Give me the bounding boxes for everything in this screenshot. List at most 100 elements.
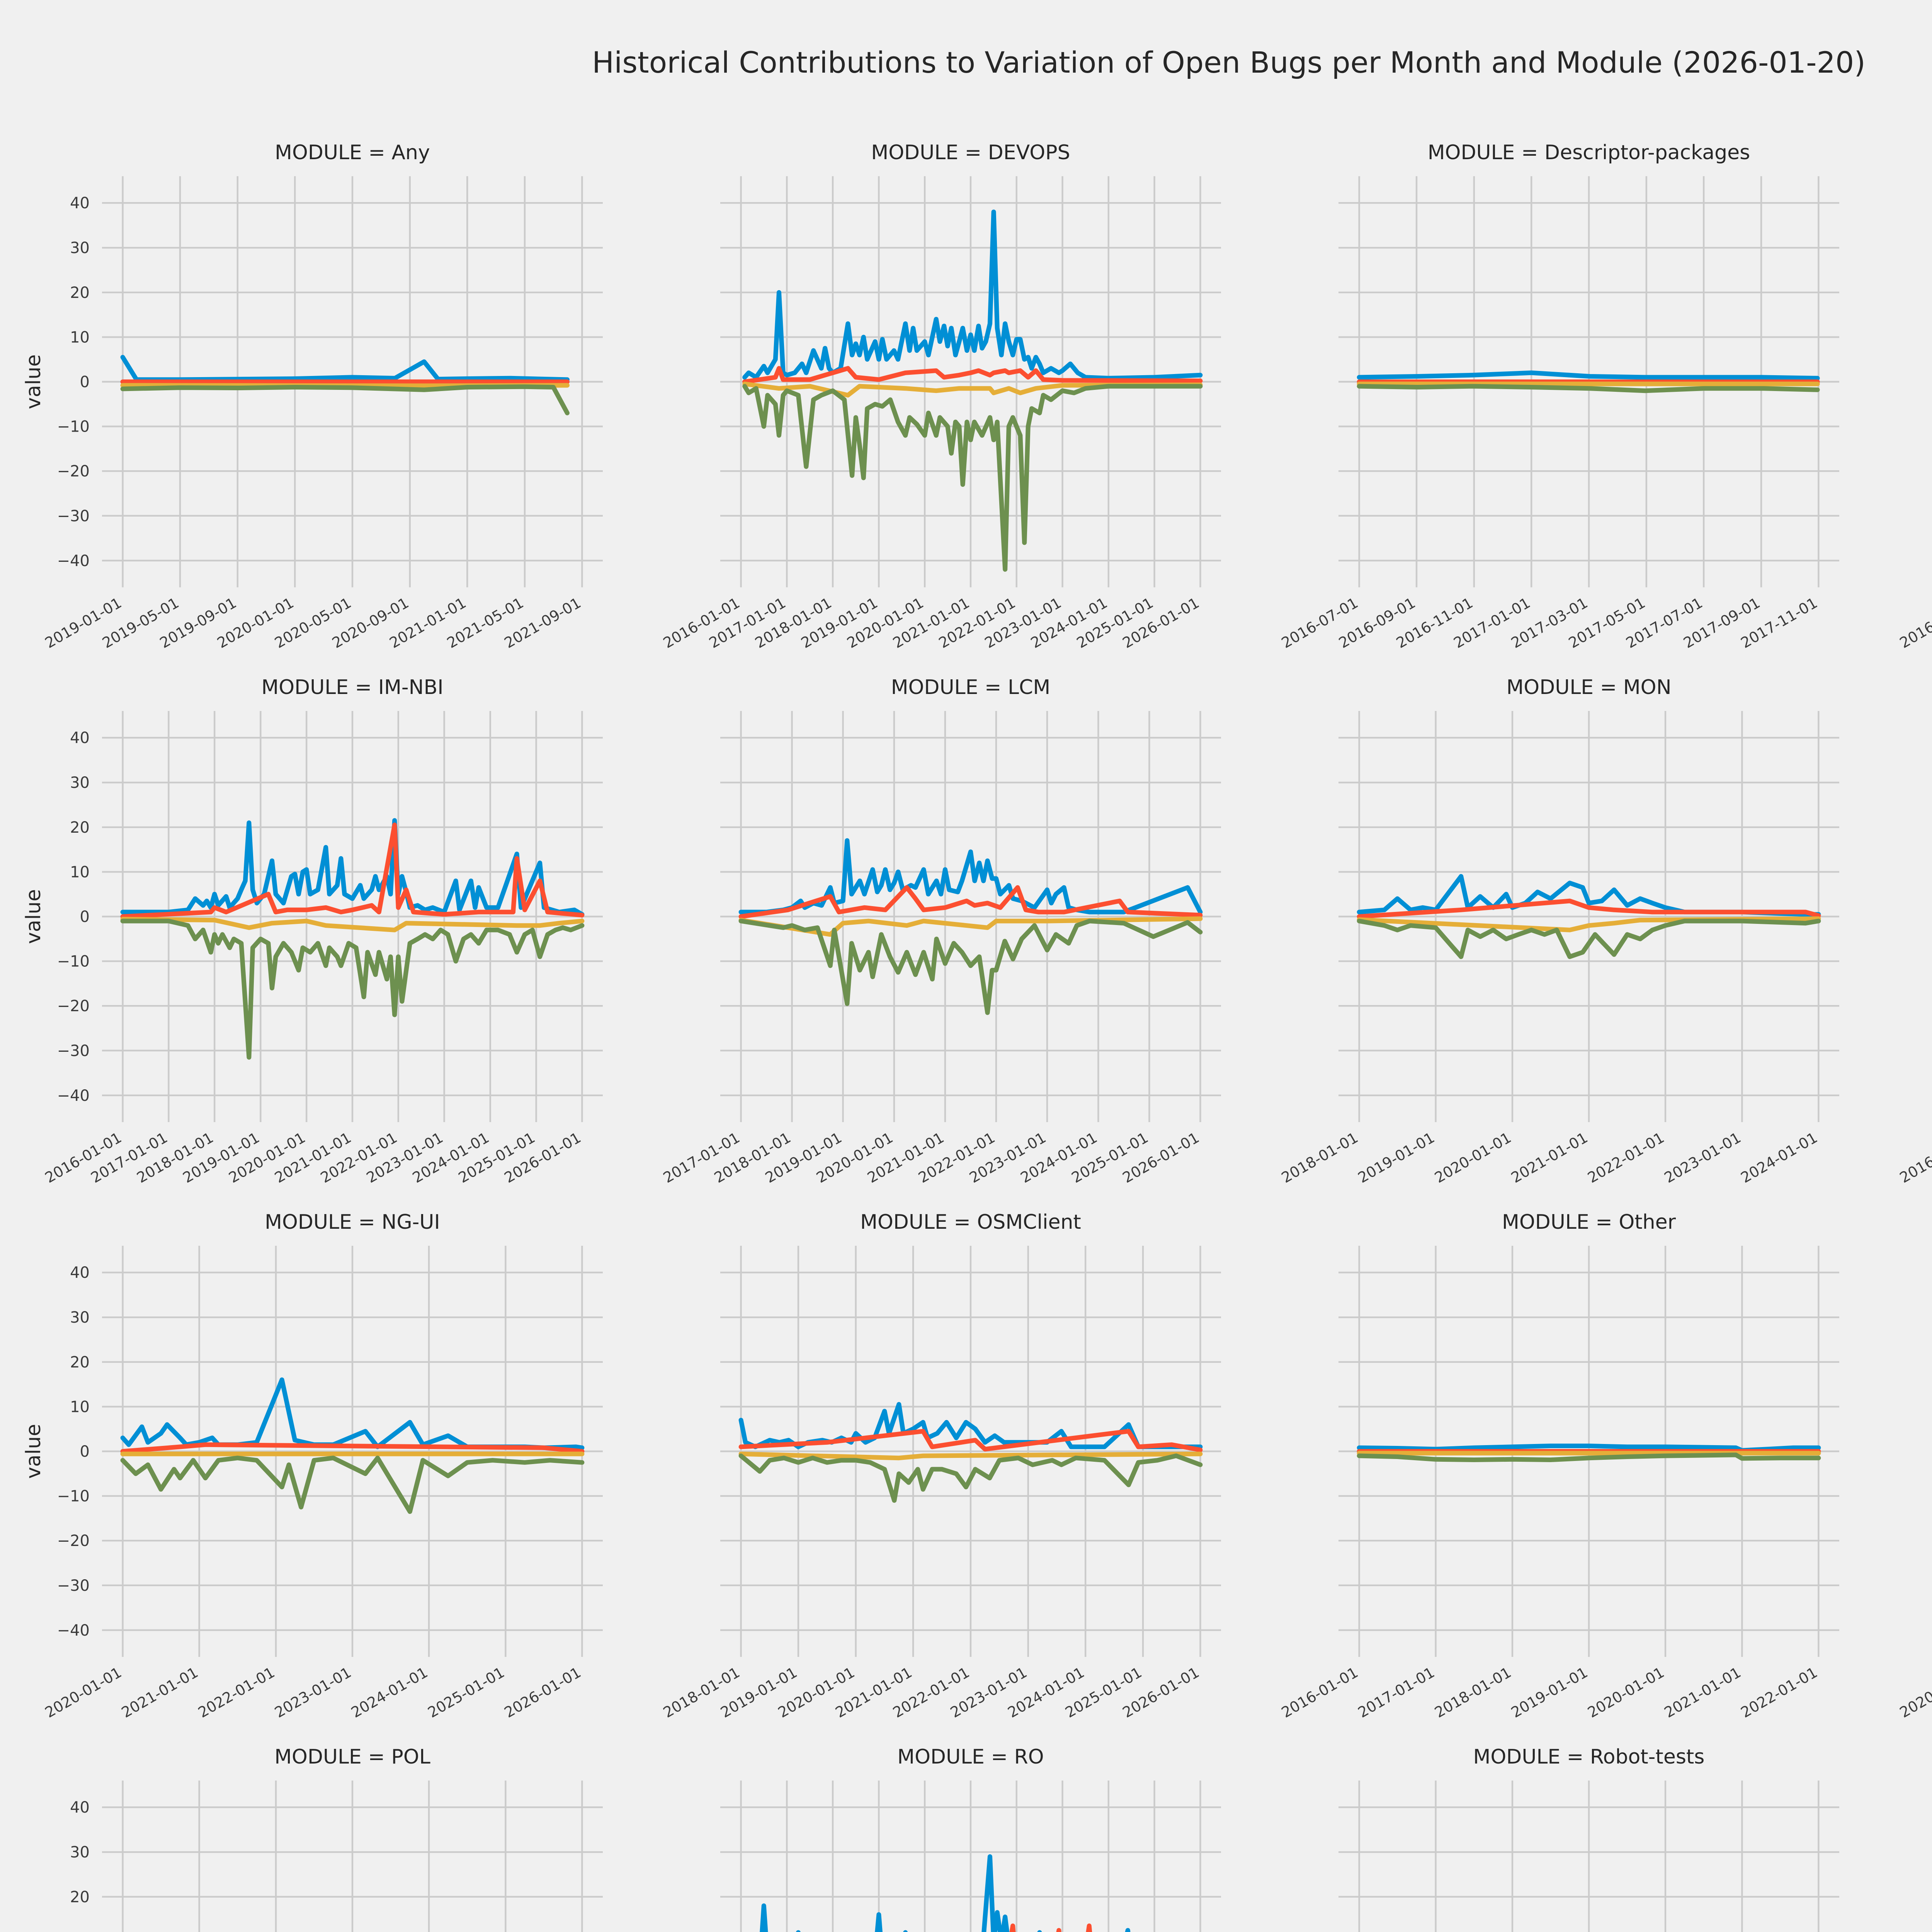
facet-plot: 2020-01-012021-01-012022-01-012023-01-01… [1338,1781,1839,1932]
y-tick-label: 40 [70,1264,90,1282]
y-tick-label: 20 [70,284,90,302]
x-tick-label: 2022-01-01 [195,1664,277,1721]
facet-title: MODULE = LCM [891,677,1051,700]
facet-title: MODULE = NG-UI [265,1212,440,1235]
series-false-closed-line [120,917,585,932]
gridlines [720,711,1221,1122]
y-tick-label: −10 [57,418,90,436]
facet-lcm: MODULE = LCM 2017-01-01 2018-01-01 2019-01-… [660,677,1221,1209]
facet-title: MODULE = POL [274,1747,430,1770]
y-tick-label: −30 [57,1042,90,1060]
y-tick-label: −10 [57,1488,90,1505]
series-opened-line [1357,370,1820,381]
x-tick-label: 2019-01-01 [1508,1664,1590,1721]
x-tick-label: 2021-01-01 [1508,1129,1590,1187]
facet-plot: 2018-01-012019-01-012020-01-012021-01-01… [1279,711,1839,1186]
facet-robot-tests: MODULE = Robot-tests 2020-01-012021-01-01… [1338,1747,1839,1932]
series-reopened-line [738,1429,1203,1452]
x-tick-label: 2022-01-01 [1738,1664,1820,1721]
series-opened-line [742,209,1203,381]
series-reopened-line [1009,1923,1092,1932]
x-tick-label: 2020-07-01 [1897,1664,1932,1721]
x-tick-label: 2016-01-01 [1279,1664,1361,1721]
series-reopened-line [120,1442,585,1454]
series-closed-line [1357,918,1821,959]
y-tick-label: −20 [57,463,90,480]
facet-descriptor-packages: MODULE = Descriptor-packages 2016-07-01 20… [1279,142,1839,674]
x-tick-label: 2018-01-01 [1279,1129,1361,1187]
x-tick-label: 2026-01-01 [502,1664,584,1721]
series-false-closed-line [738,916,1203,937]
y-tick-label: 20 [70,819,90,837]
x-tick-label: 2016-01-01 [1897,1129,1932,1187]
x-tick-label: 2023-01-01 [272,1664,354,1721]
facet-title: MODULE = Robot-tests [1473,1747,1705,1770]
series-opened-line [760,1854,1131,1932]
facet-plot: 2016-07-012016-09-012016-11-012017-01-01… [1279,176,1839,651]
series-opened-line [120,818,585,917]
x-tick-label: 2021-01-01 [119,1664,201,1721]
facet-title: MODULE = IM-NBI [261,677,444,700]
series-closed-line [120,918,585,1060]
y-tick-label: 30 [70,239,90,257]
series-closed-line [738,1453,1203,1503]
facet-title: MODULE = OSMClient [860,1212,1081,1235]
y-tick-label: 40 [70,1799,90,1816]
facet-osmclient: MODULE = OSMClient 2018-01-01 2019-01-01 20… [660,1212,1221,1743]
y-tick-label: −20 [57,997,90,1015]
facet-ng-ui: MODULE = NG-UI 40 30 20 10 0 −10 −20 −30 −40 value… [22,1212,603,1743]
series-closed-line [120,1456,585,1514]
facet-title: MODULE = Descriptor-packages [1427,142,1750,165]
y-tick-label: 30 [70,1309,90,1327]
x-tick-label: 2019-01-01 [1355,1129,1437,1187]
x-tick-label: 2021-01-01 [1662,1664,1744,1721]
series-false-closed-line [1357,916,1821,932]
y-tick-label: 10 [70,1398,90,1416]
facet-title: MODULE = RO [897,1747,1044,1770]
facet-plot: 2017-01-012018-01-012019-01-012020-01-01… [660,711,1221,1186]
gridlines [720,1781,1221,1932]
y-tick-label: −40 [57,552,90,570]
series-false-closed-line [738,1451,1203,1461]
facet-mon: MODULE = MON 2018-01-01 2019-01-01 2020-01-… [1279,677,1839,1209]
series-closed-line [1357,1452,1821,1462]
facet-title: MODULE = Other [1502,1212,1676,1235]
gridlines [102,1781,603,1932]
facet-plot: 2016-01-012017-01-012018-01-012019-01-01… [720,1781,1221,1932]
series-reopened-line [738,885,1203,919]
y-tick-label: −40 [57,1622,90,1639]
y-axis-label: value [22,354,45,409]
gridlines [102,711,603,1122]
facet-title: MODULE = Any [275,142,430,165]
gridlines [720,1246,1221,1657]
y-tick-label: 0 [80,1443,90,1461]
y-tick-label: 0 [80,373,90,391]
facet-pol: MODULE = POL403020100−10−20−30−40value20… [70,1747,603,1932]
facet-plot: 403020100−10−20−30−40value2019-01-012019… [22,176,603,651]
y-tick-label: 40 [70,194,90,212]
y-tick-label: −10 [57,953,90,971]
y-tick-label: 20 [70,1354,90,1371]
y-tick-label: 30 [70,1844,90,1861]
y-axis-label: value [22,889,45,944]
series-closed-line [120,384,570,415]
y-tick-label: 10 [70,863,90,881]
y-axis-label: value [22,1424,45,1479]
gridlines [1338,176,1839,587]
gridlines [1338,711,1839,1122]
series-closed-line [742,384,1203,572]
y-tick-label: 10 [70,328,90,346]
facet-grid: MODULE = Any 40 30 20 10 0 −10 −20 −30 −40 value 20… [22,142,1932,1932]
y-tick-label: 30 [70,774,90,792]
x-tick-label: 2024-01-01 [348,1664,430,1721]
x-tick-label: 2018-01-01 [1432,1664,1514,1721]
facet-plot: 2016-01-012017-01-012018-01-012019-01-01… [1279,1246,1839,1721]
facet-plot: 403020100−10−20−30−40value2016-01-012017… [22,711,603,1186]
gridlines [102,1246,603,1657]
facet-plot: 2018-01-012019-01-012020-01-012021-01-01… [660,1246,1221,1721]
y-tick-label: 20 [70,1888,90,1906]
x-tick-label: 2024-01-01 [1738,1129,1820,1187]
facet-plot: 40 30 20 10 0 −10 −20 −30 −40 value 2020-01-012021… [22,1246,603,1721]
chart-title: Historical Contributions to Variation of… [592,46,1866,80]
facet-title: MODULE = MON [1506,677,1672,700]
